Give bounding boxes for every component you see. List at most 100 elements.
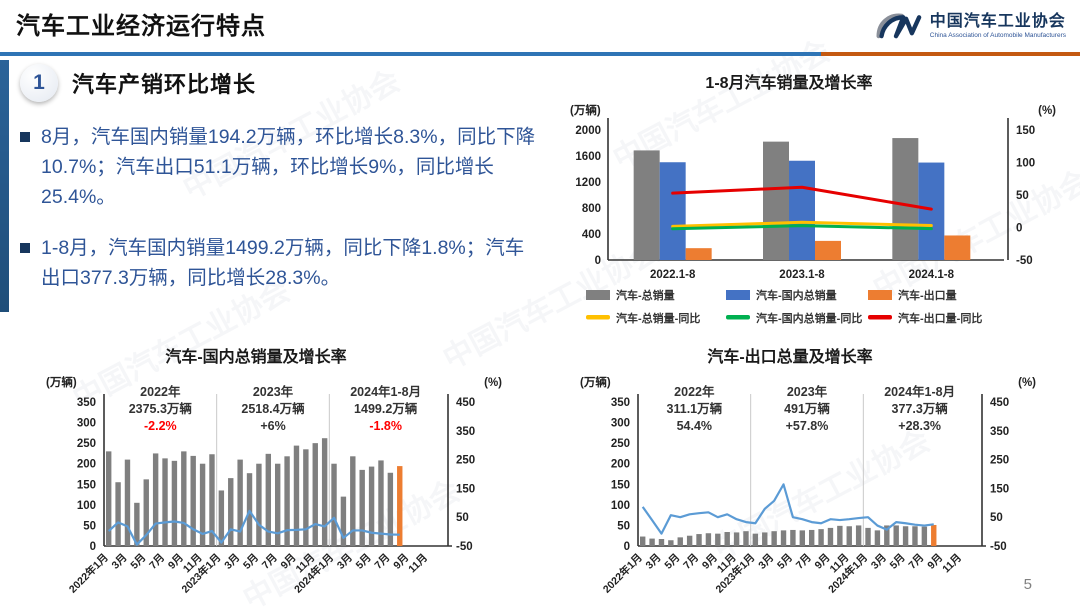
svg-text:+57.8%: +57.8% <box>786 419 829 433</box>
svg-text:2024年1-8月: 2024年1-8月 <box>884 384 955 399</box>
svg-text:2000: 2000 <box>575 125 601 137</box>
svg-text:2023.1-8: 2023.1-8 <box>779 269 825 281</box>
page-title: 汽车工业经济运行特点 <box>16 13 266 40</box>
svg-text:450: 450 <box>990 397 1009 409</box>
svg-text:5月: 5月 <box>241 552 261 572</box>
svg-text:7月: 7月 <box>681 552 701 572</box>
bullet-text: 8月，汽车国内销量194.2万辆，环比增长8.3%，同比下降10.7%；汽车出口… <box>41 126 536 209</box>
svg-text:350: 350 <box>77 397 96 409</box>
bullet-text: 1-8月，汽车国内销量1499.2万辆，同比下降1.8%；汽车出口377.3万辆… <box>41 236 525 289</box>
svg-text:491万辆: 491万辆 <box>784 401 830 416</box>
header-divider <box>0 52 1080 56</box>
svg-text:0: 0 <box>90 541 96 553</box>
svg-text:-1.8%: -1.8% <box>369 419 402 433</box>
chart-sales-and-growth: 1-8月汽车销量及增长率 (万辆) (%) 0 400 800 1200 1600 2000 -5… <box>556 62 1076 338</box>
page-number: 5 <box>1023 576 1032 593</box>
chart-domestic-monthly: 汽车-国内总销量及增长率 (万辆) (%) 0 50 100 150 200 250 300 350… <box>18 338 530 606</box>
svg-text:0: 0 <box>624 541 630 553</box>
svg-text:1600: 1600 <box>575 151 601 163</box>
header: 汽车工业经济运行特点 中国汽车工业协会 China Association of… <box>0 0 1080 52</box>
org-name-cn: 中国汽车工业协会 <box>929 12 1066 30</box>
section-block: 1 汽车产销环比增长 8月，汽车国内销量194.2万辆，环比增长8.3%，同比下… <box>20 64 560 293</box>
svg-text:-50: -50 <box>990 541 1007 553</box>
svg-text:200: 200 <box>77 459 96 471</box>
svg-text:2022年1月: 2022年1月 <box>66 551 111 596</box>
svg-text:7月: 7月 <box>260 552 280 572</box>
svg-text:5月: 5月 <box>775 552 795 572</box>
svg-text:+6%: +6% <box>260 419 285 433</box>
org-name-en: China Association of Automobile Manufact… <box>929 32 1066 40</box>
bullet-item: 8月，汽车国内销量194.2万辆，环比增长8.3%，同比下降10.7%；汽车出口… <box>20 122 560 213</box>
svg-text:(万辆): (万辆) <box>46 375 77 389</box>
org-logo: 中国汽车工业协会 China Association of Automobile… <box>870 6 1066 46</box>
svg-text:5月: 5月 <box>128 552 148 572</box>
svg-text:377.3万辆: 377.3万辆 <box>892 401 949 416</box>
svg-text:3月: 3月 <box>869 552 889 572</box>
bullet-square-icon <box>20 132 30 142</box>
svg-text:3月: 3月 <box>110 552 130 572</box>
svg-text:150: 150 <box>990 483 1009 495</box>
left-accent-bar <box>0 60 9 312</box>
svg-text:-2.2%: -2.2% <box>144 419 177 433</box>
svg-text:350: 350 <box>990 426 1009 438</box>
svg-text:(%): (%) <box>484 377 502 389</box>
svg-text:3月: 3月 <box>644 552 664 572</box>
svg-text:7月: 7月 <box>147 552 167 572</box>
svg-text:汽车-国内总销量: 汽车-国内总销量 <box>756 288 837 302</box>
svg-text:50: 50 <box>1016 190 1029 202</box>
svg-text:7月: 7月 <box>372 552 392 572</box>
domestic-monthly-chart-canvas: 汽车-国内总销量及增长率 (万辆) (%) 0 50 100 150 200 250 300 350… <box>46 347 502 596</box>
svg-text:2024年1-8月: 2024年1-8月 <box>350 384 421 399</box>
svg-text:250: 250 <box>77 438 96 450</box>
svg-text:250: 250 <box>611 438 630 450</box>
svg-text:350: 350 <box>456 426 475 438</box>
svg-text:3月: 3月 <box>335 552 355 572</box>
svg-text:250: 250 <box>456 455 475 467</box>
svg-text:汽车-总销量: 汽车-总销量 <box>616 288 675 302</box>
svg-text:5月: 5月 <box>662 552 682 572</box>
svg-text:(%): (%) <box>1018 377 1036 389</box>
svg-text:11月: 11月 <box>406 552 430 576</box>
svg-text:150: 150 <box>611 479 630 491</box>
svg-text:450: 450 <box>456 397 475 409</box>
svg-text:2022年: 2022年 <box>674 384 715 399</box>
svg-text:(万辆): (万辆) <box>580 375 611 389</box>
svg-text:11月: 11月 <box>940 552 964 576</box>
svg-text:(万辆): (万辆) <box>570 103 601 117</box>
svg-text:800: 800 <box>582 203 601 215</box>
svg-text:5月: 5月 <box>354 552 374 572</box>
svg-text:1-8月汽车销量及增长率: 1-8月汽车销量及增长率 <box>705 73 872 92</box>
svg-text:350: 350 <box>611 397 630 409</box>
svg-text:400: 400 <box>582 229 601 241</box>
svg-text:311.1万辆: 311.1万辆 <box>667 401 723 416</box>
svg-text:50: 50 <box>990 512 1003 524</box>
svg-text:300: 300 <box>611 418 630 430</box>
svg-text:50: 50 <box>83 520 96 532</box>
svg-text:(%): (%) <box>1038 105 1056 117</box>
svg-text:2022年: 2022年 <box>140 384 181 399</box>
svg-text:汽车-国内总销量及增长率: 汽车-国内总销量及增长率 <box>165 347 346 366</box>
svg-text:汽车-出口总量及增长率: 汽车-出口总量及增长率 <box>707 347 872 366</box>
svg-text:100: 100 <box>77 500 96 512</box>
svg-text:150: 150 <box>1016 125 1035 137</box>
svg-text:2375.3万辆: 2375.3万辆 <box>129 401 193 416</box>
svg-text:5月: 5月 <box>888 552 908 572</box>
svg-text:3月: 3月 <box>756 552 776 572</box>
svg-text:0: 0 <box>1016 223 1022 235</box>
svg-text:+28.3%: +28.3% <box>898 419 941 433</box>
section-number-badge: 1 <box>20 64 58 102</box>
svg-text:200: 200 <box>611 459 630 471</box>
svg-text:150: 150 <box>77 479 96 491</box>
sales-growth-chart-canvas: 1-8月汽车销量及增长率 (万辆) (%) 0 400 800 1200 1600 2000 -5… <box>570 73 1056 325</box>
svg-text:100: 100 <box>1016 158 1035 170</box>
svg-text:1200: 1200 <box>575 177 601 189</box>
svg-text:2023年: 2023年 <box>787 384 828 399</box>
svg-text:汽车-出口量: 汽车-出口量 <box>898 288 957 302</box>
svg-text:300: 300 <box>77 418 96 430</box>
svg-text:2024.1-8: 2024.1-8 <box>909 269 955 281</box>
svg-text:-50: -50 <box>456 541 473 553</box>
svg-text:汽车-国内总销量-同比: 汽车-国内总销量-同比 <box>756 311 862 325</box>
svg-text:2023年: 2023年 <box>253 384 294 399</box>
svg-text:7月: 7月 <box>794 552 814 572</box>
